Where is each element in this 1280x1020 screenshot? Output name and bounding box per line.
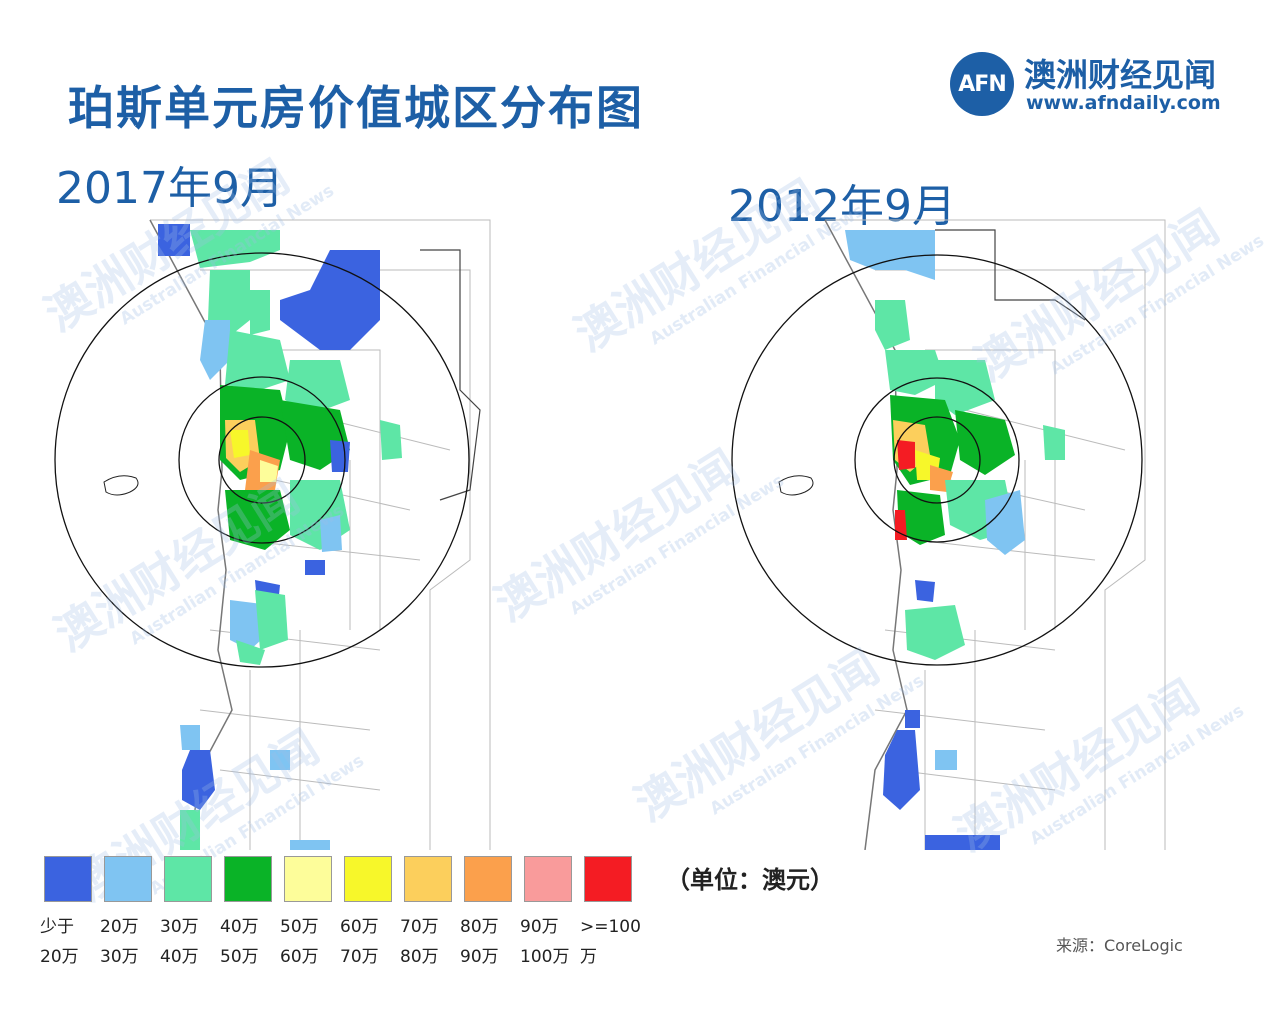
legend-swatch bbox=[104, 856, 152, 902]
legend-swatch bbox=[464, 856, 512, 902]
legend-swatch bbox=[404, 856, 452, 902]
legend-label: 少于 20万 bbox=[40, 917, 79, 967]
legend-swatch bbox=[524, 856, 572, 902]
map-label-2017: 2017年9月 bbox=[56, 163, 284, 214]
legend-swatch bbox=[284, 856, 332, 902]
unit-label: （单位：澳元） bbox=[666, 866, 834, 894]
legend-swatch bbox=[344, 856, 392, 902]
legend-label: 50万 60万 bbox=[280, 917, 319, 967]
logo-name: 澳洲财经见闻 bbox=[1024, 56, 1217, 94]
map-label-2012: 2012年9月 bbox=[728, 181, 956, 232]
afn-logo: AFN 澳洲财经见闻 www.afndaily.com bbox=[950, 48, 1250, 120]
map-2012 bbox=[731, 219, 1166, 850]
legend-label: 90万 100万 bbox=[520, 917, 570, 967]
legend-label: 20万 30万 bbox=[100, 917, 139, 967]
page-title: 珀斯单元房价值城区分布图 bbox=[68, 81, 644, 135]
afn-logo-icon: AFN bbox=[950, 52, 1014, 116]
legend-label: 40万 50万 bbox=[220, 917, 259, 967]
legend-swatch bbox=[584, 856, 632, 902]
legend-swatch bbox=[164, 856, 212, 902]
map-2017 bbox=[54, 219, 491, 850]
legend-label: 30万 40万 bbox=[160, 917, 199, 967]
logo-url: www.afndaily.com bbox=[1026, 92, 1221, 114]
source-label: 来源：CoreLogic bbox=[1056, 936, 1183, 955]
legend-label: 80万 90万 bbox=[460, 917, 499, 967]
legend-label: >=100万 bbox=[580, 917, 641, 967]
legend-label: 60万 70万 bbox=[340, 917, 379, 967]
legend-swatch bbox=[224, 856, 272, 902]
legend-label: 70万 80万 bbox=[400, 917, 439, 967]
legend-swatch bbox=[44, 856, 92, 902]
